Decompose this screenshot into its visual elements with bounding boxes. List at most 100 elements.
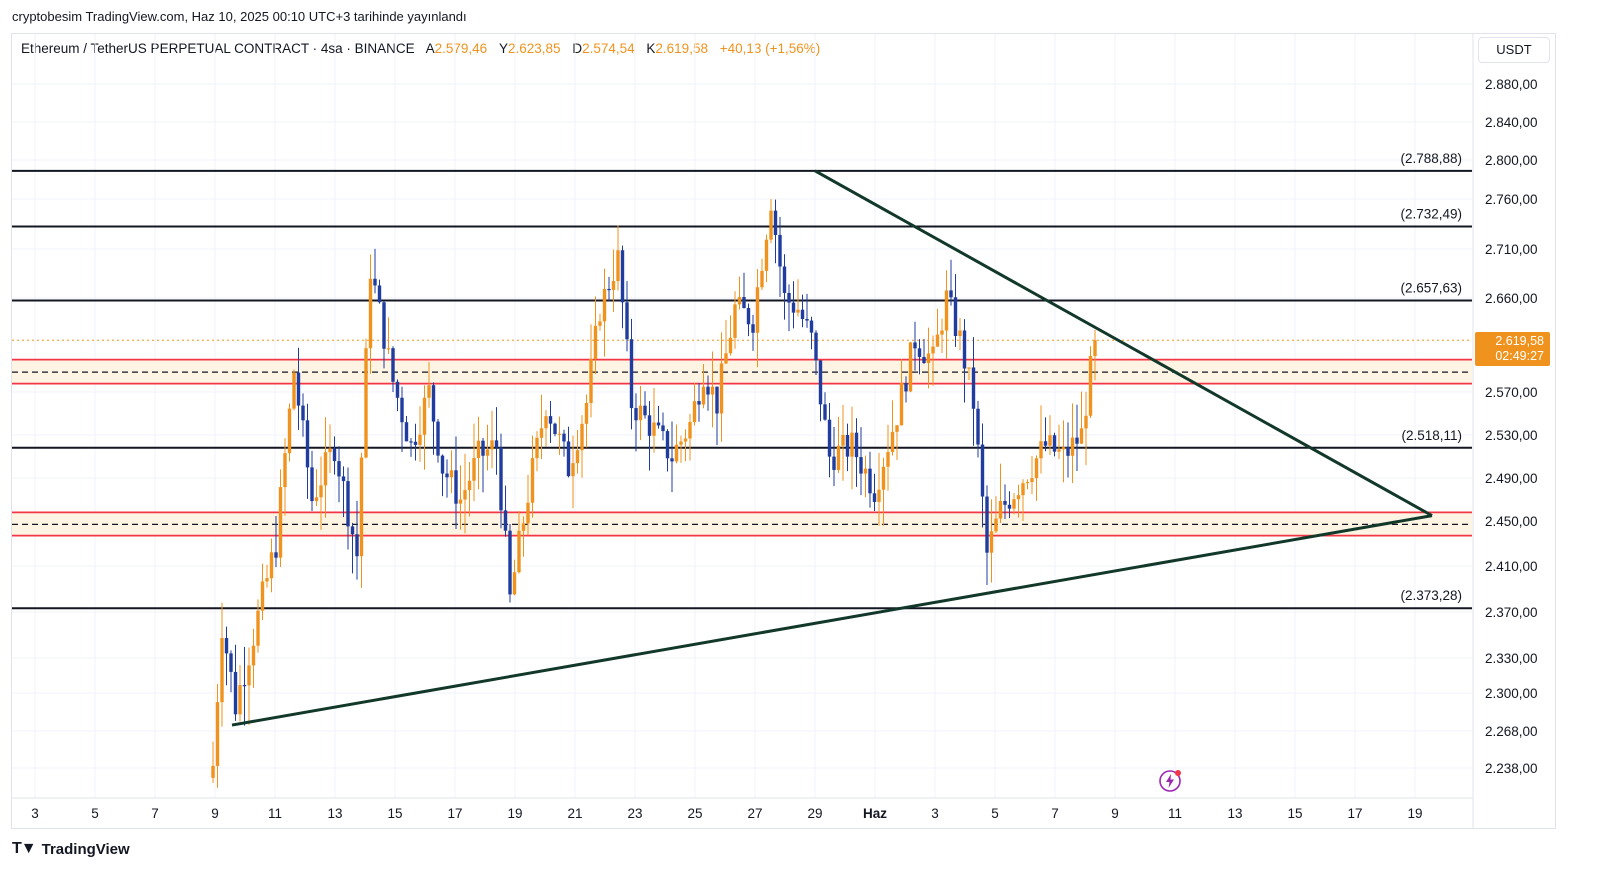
candle-body bbox=[530, 458, 535, 503]
candle-up bbox=[247, 647, 251, 725]
candle-up bbox=[733, 291, 737, 349]
candle-up bbox=[1084, 391, 1088, 466]
candle-up bbox=[850, 406, 854, 490]
candle-body bbox=[1030, 478, 1034, 482]
candle-down bbox=[670, 421, 674, 493]
candle-body bbox=[751, 324, 755, 333]
candle-down bbox=[809, 316, 814, 350]
candle-up bbox=[931, 335, 935, 386]
candle-body bbox=[1075, 437, 1079, 444]
candle-body bbox=[220, 638, 224, 703]
close-label: K bbox=[646, 41, 656, 56]
candle-body bbox=[859, 457, 863, 474]
candle-body bbox=[1070, 437, 1075, 456]
candle-down bbox=[242, 646, 247, 726]
candle-up bbox=[215, 683, 220, 788]
candle-down bbox=[949, 259, 953, 306]
candle-down bbox=[629, 318, 634, 430]
candle-down bbox=[503, 485, 508, 537]
candle-body bbox=[1003, 500, 1007, 505]
candle-up bbox=[1057, 424, 1061, 459]
candle-down bbox=[922, 338, 926, 365]
candle-up bbox=[616, 225, 620, 291]
flash-icon[interactable] bbox=[1158, 769, 1182, 793]
candle-body bbox=[224, 638, 229, 654]
candle-down bbox=[373, 248, 377, 294]
candle-body bbox=[431, 385, 436, 422]
candle-up bbox=[287, 403, 292, 462]
candle-body bbox=[643, 405, 647, 416]
price-tick-label: 2.450,00 bbox=[1485, 514, 1538, 529]
time-tick-label: 17 bbox=[1347, 806, 1362, 821]
price-tick-label: 2.330,00 bbox=[1485, 651, 1538, 666]
candle-body bbox=[584, 403, 589, 424]
candle-up bbox=[1088, 346, 1093, 418]
candle-body bbox=[827, 419, 832, 457]
candle-body bbox=[724, 353, 728, 364]
candle-up bbox=[755, 269, 760, 368]
candle-body bbox=[409, 441, 413, 443]
currency-selector[interactable]: USDT bbox=[1478, 37, 1550, 63]
level-label: (2.373,28) bbox=[1400, 588, 1462, 603]
candle-body bbox=[791, 302, 796, 313]
candle-down bbox=[440, 454, 445, 497]
candle-up bbox=[422, 385, 427, 470]
candle-up bbox=[589, 324, 593, 418]
level-label: (2.657,63) bbox=[1400, 280, 1462, 295]
candle-body bbox=[913, 342, 917, 349]
candle-up bbox=[368, 254, 373, 374]
candle-body bbox=[985, 496, 989, 553]
time-tick-label: 13 bbox=[1227, 806, 1242, 821]
candle-up bbox=[598, 313, 602, 331]
candle-body bbox=[944, 290, 949, 331]
candle-body bbox=[499, 447, 503, 511]
time-tick-label: 15 bbox=[387, 806, 402, 821]
candle-body bbox=[1057, 449, 1061, 452]
candle-body bbox=[787, 292, 791, 303]
candle-body bbox=[467, 480, 472, 491]
time-tick-label: 23 bbox=[627, 806, 642, 821]
candle-up bbox=[476, 416, 481, 490]
candle-body bbox=[346, 481, 350, 527]
candle-body bbox=[287, 408, 292, 454]
candle-up bbox=[278, 469, 283, 568]
candle-down bbox=[413, 423, 418, 461]
candle-down bbox=[845, 423, 850, 472]
candle-body bbox=[314, 497, 319, 502]
candle-up bbox=[877, 452, 881, 526]
candle-body bbox=[1039, 441, 1043, 459]
candle-body bbox=[607, 288, 611, 291]
candle-body bbox=[242, 685, 247, 687]
tradingview-logo-icon: T▼ bbox=[12, 840, 37, 857]
symbol-name[interactable]: Ethereum / TetherUS PERPETUAL CONTRACT ·… bbox=[21, 41, 415, 56]
candle-down bbox=[746, 303, 751, 337]
candle-body bbox=[355, 534, 359, 557]
candle-up bbox=[796, 279, 800, 317]
candle-body bbox=[283, 453, 287, 488]
candle-up bbox=[719, 332, 724, 442]
candle-down bbox=[620, 245, 625, 329]
candle-up bbox=[989, 499, 994, 583]
candle-up bbox=[260, 563, 265, 621]
candle-body bbox=[260, 581, 265, 611]
candle-body bbox=[269, 552, 274, 579]
candle-body bbox=[926, 353, 931, 363]
candle-down bbox=[346, 467, 350, 550]
candle-body bbox=[553, 423, 557, 435]
time-tick-label: 25 bbox=[687, 806, 702, 821]
candle-down bbox=[382, 301, 386, 369]
candle-body bbox=[319, 485, 323, 498]
last-price-value: 2.619,58 bbox=[1495, 334, 1544, 348]
candle-up bbox=[211, 741, 215, 783]
candle-up bbox=[593, 296, 598, 375]
level-label: (2.732,49) bbox=[1400, 207, 1462, 222]
candle-body bbox=[436, 421, 440, 456]
candle-body bbox=[337, 461, 341, 477]
candle-down bbox=[913, 321, 917, 371]
footer-brand[interactable]: T▼ TradingView bbox=[12, 840, 130, 858]
candle-body bbox=[629, 339, 634, 409]
candle-body bbox=[1021, 483, 1025, 496]
open-value: 2.579,46 bbox=[434, 41, 488, 56]
support-resistance-zone bbox=[12, 511, 1472, 537]
